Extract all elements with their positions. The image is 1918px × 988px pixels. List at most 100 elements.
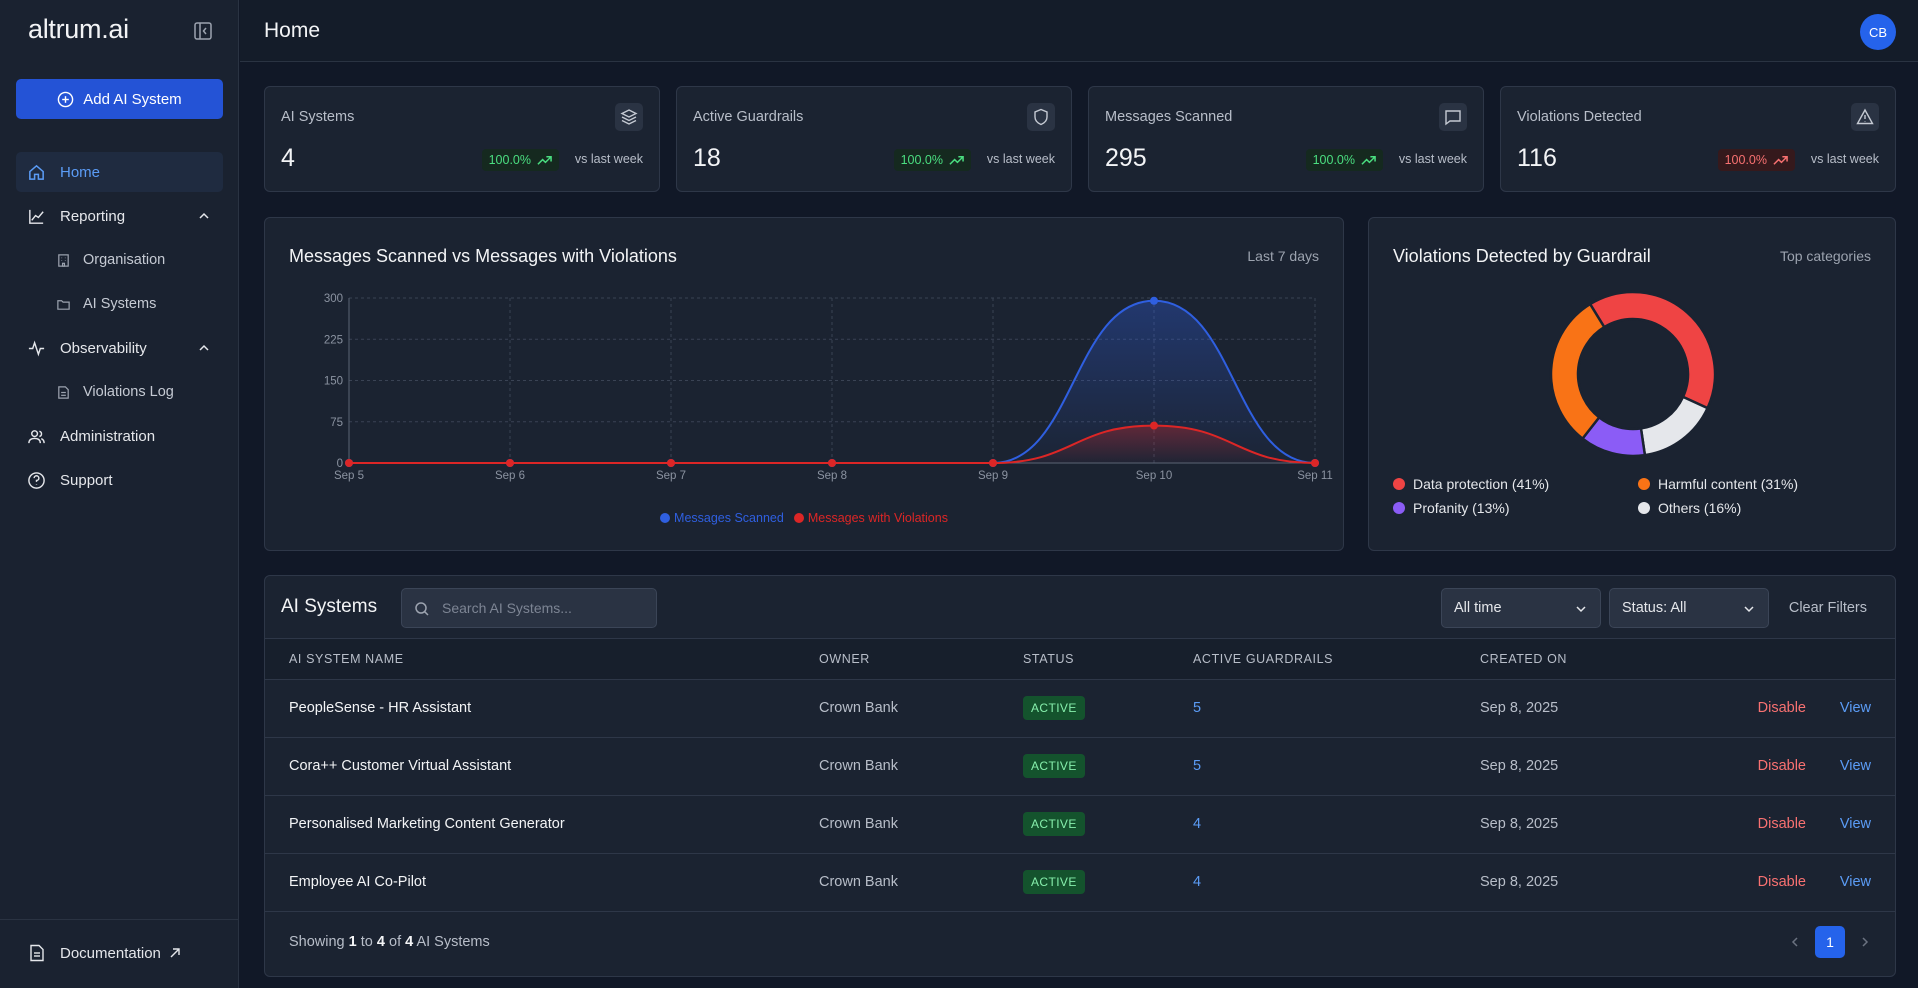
search-field[interactable] <box>401 588 657 628</box>
activity-icon <box>28 340 45 357</box>
data-point[interactable] <box>667 459 675 467</box>
disable-button[interactable]: Disable <box>1757 758 1806 774</box>
trend-up-icon <box>537 155 552 165</box>
chart-period: Last 7 days <box>1247 248 1319 264</box>
disable-button[interactable]: Disable <box>1757 816 1806 832</box>
status-filter-select[interactable]: Status: All <box>1609 588 1769 628</box>
stat-change-value: 100.0% <box>1724 153 1767 167</box>
stat-value: 116 <box>1517 144 1557 172</box>
nav-support[interactable]: Support <box>16 460 223 500</box>
guardrails-count-link[interactable]: 5 <box>1193 758 1202 774</box>
chevron-left-icon[interactable] <box>1789 936 1801 948</box>
column-header-guardrails[interactable]: ACTIVE GUARDRAILS <box>1193 652 1334 666</box>
stat-label: AI Systems <box>281 109 355 125</box>
view-button[interactable]: View <box>1839 758 1871 774</box>
pie-slice[interactable] <box>1639 395 1710 457</box>
summary-suffix: AI Systems <box>416 934 490 950</box>
data-point[interactable] <box>828 459 836 467</box>
x-tick-label: Sep 6 <box>495 470 525 482</box>
stat-value: 4 <box>281 144 295 172</box>
system-name[interactable]: Cora++ Customer Virtual Assistant <box>289 758 512 774</box>
stat-comparison: vs last week <box>574 152 643 166</box>
chevron-up-icon[interactable] <box>197 209 211 223</box>
collapse-sidebar-icon[interactable] <box>193 21 213 41</box>
pie-slice[interactable] <box>1588 290 1717 410</box>
violations-donut-chart <box>1549 290 1717 458</box>
view-button[interactable]: View <box>1839 700 1871 716</box>
stat-label: Active Guardrails <box>693 109 804 125</box>
search-input[interactable] <box>442 589 647 627</box>
nav-ai-systems[interactable]: AI Systems <box>56 288 156 320</box>
nav-home[interactable]: Home <box>16 152 223 192</box>
pie-slice[interactable] <box>1549 302 1606 441</box>
plus-circle-icon <box>58 91 74 107</box>
column-header-name[interactable]: AI SYSTEM NAME <box>289 652 404 666</box>
legend-item-profanity: Profanity (13%) <box>1393 500 1638 516</box>
guardrails-count-link[interactable]: 4 <box>1193 816 1202 832</box>
legend-item-messages-violations[interactable]: Messages with Violations <box>793 511 948 525</box>
y-tick-label: 75 <box>330 417 343 429</box>
created-date: Sep 8, 2025 <box>1480 816 1559 832</box>
summary-prefix: Showing <box>289 934 345 950</box>
data-point[interactable] <box>1150 296 1158 305</box>
system-name[interactable]: Personalised Marketing Content Generator <box>289 816 565 832</box>
brand-logo[interactable]: altrum.ai <box>28 14 129 44</box>
user-avatar[interactable]: CB <box>1860 14 1896 50</box>
pagination-summary: Showing 1 to 4 of 4 AI Systems <box>289 934 490 950</box>
stat-comparison: vs last week <box>1810 152 1879 166</box>
view-button[interactable]: View <box>1839 816 1871 832</box>
table-row[interactable]: Personalised Marketing Content Generator… <box>265 796 1895 854</box>
legend-item-messages-scanned[interactable]: Messages Scanned <box>660 511 784 525</box>
chevron-right-icon[interactable] <box>1859 936 1871 948</box>
table-row[interactable]: Cora++ Customer Virtual Assistant Crown … <box>265 738 1895 796</box>
stat-comparison: vs last week <box>1398 152 1467 166</box>
legend-label: Harmful content (31%) <box>1658 476 1799 492</box>
data-point[interactable] <box>506 459 514 467</box>
status-filter-value: Status: All <box>1622 600 1687 616</box>
nav-reporting[interactable]: Reporting <box>16 196 223 236</box>
clear-filters-button[interactable]: Clear Filters <box>1788 600 1867 616</box>
trend-up-icon <box>1773 155 1788 165</box>
disable-button[interactable]: Disable <box>1757 700 1806 716</box>
top-header: Home CB <box>240 0 1918 62</box>
nav-organisation[interactable]: Organisation <box>56 244 165 276</box>
nav-administration[interactable]: Administration <box>16 416 223 456</box>
nav-support-label: Support <box>60 471 113 489</box>
page-button[interactable]: 1 <box>1815 926 1845 958</box>
search-icon <box>415 602 429 616</box>
status-badge: ACTIVE <box>1023 870 1085 894</box>
data-point[interactable] <box>989 459 997 467</box>
time-filter-select[interactable]: All time <box>1441 588 1601 628</box>
guardrails-count-link[interactable]: 5 <box>1193 700 1202 716</box>
nav-observability-label: Observability <box>60 339 147 357</box>
legend-label: Messages Scanned <box>674 511 784 525</box>
y-tick-label: 150 <box>324 376 343 388</box>
guardrails-count-link[interactable]: 4 <box>1193 874 1202 890</box>
messages-chart-card: Messages Scanned vs Messages with Violat… <box>264 217 1344 551</box>
system-name[interactable]: PeopleSense - HR Assistant <box>289 700 472 716</box>
column-header-status[interactable]: STATUS <box>1023 652 1075 666</box>
table-row[interactable]: PeopleSense - HR Assistant Crown Bank AC… <box>265 680 1895 738</box>
stat-comparison: vs last week <box>986 152 1055 166</box>
chevron-up-icon[interactable] <box>197 341 211 355</box>
data-point[interactable] <box>1150 421 1158 430</box>
summary-from: 1 <box>348 934 357 950</box>
add-ai-system-button[interactable]: Add AI System <box>16 79 223 119</box>
view-button[interactable]: View <box>1839 874 1871 890</box>
documentation-link[interactable]: Documentation <box>28 944 181 962</box>
table-row[interactable]: Employee AI Co-Pilot Crown Bank ACTIVE 4… <box>265 854 1895 912</box>
column-header-created[interactable]: CREATED ON <box>1480 652 1568 666</box>
data-point[interactable] <box>345 459 353 467</box>
column-header-owner[interactable]: OWNER <box>819 652 870 666</box>
stat-change-badge: 100.0% <box>481 149 559 171</box>
nav-violations-log[interactable]: Violations Log <box>56 376 174 408</box>
trend-up-icon <box>1361 155 1376 165</box>
disable-button[interactable]: Disable <box>1757 874 1806 890</box>
system-name[interactable]: Employee AI Co-Pilot <box>289 874 427 890</box>
system-owner: Crown Bank <box>819 700 898 716</box>
time-filter-value: All time <box>1454 600 1502 616</box>
y-tick-label: 300 <box>324 293 343 305</box>
data-point[interactable] <box>1311 459 1319 467</box>
series-area <box>349 300 1315 463</box>
nav-observability[interactable]: Observability <box>16 328 223 368</box>
